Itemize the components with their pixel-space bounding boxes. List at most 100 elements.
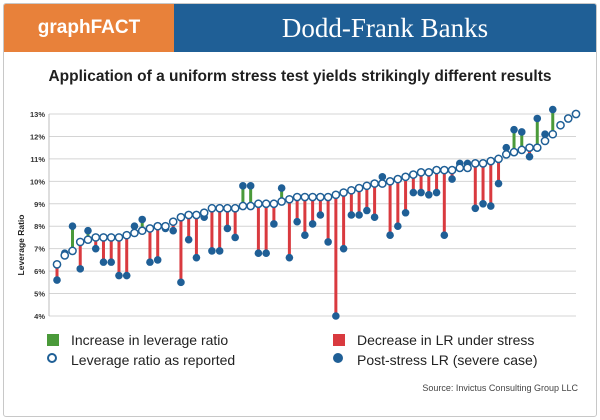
reported-point (130, 228, 139, 238)
post-stress-point (223, 224, 232, 233)
post-stress-point (91, 244, 100, 253)
reported-point (439, 165, 449, 175)
reported-point (161, 221, 170, 231)
post-stress-point (541, 130, 549, 138)
post-stress-point (130, 222, 139, 231)
post-stress-point (184, 235, 193, 244)
reported-point (385, 176, 395, 186)
y-tick-label: 5% (34, 290, 45, 299)
post-stress-point (425, 191, 433, 199)
post-stress-point (270, 220, 278, 228)
post-stress-point (177, 278, 185, 287)
reported-point (137, 226, 147, 236)
post-stress-point (285, 253, 294, 262)
legend-reported-label: Leverage ratio as reported (71, 352, 236, 368)
reported-point (416, 168, 426, 177)
post-stress-point (479, 199, 487, 208)
post-stress-point (246, 182, 255, 190)
reported-point (269, 199, 279, 209)
post-stress-point (332, 312, 340, 320)
y-axis-label: Leverage Ratio (16, 215, 26, 276)
post-stress-point (277, 184, 286, 192)
post-stress-point (99, 258, 108, 266)
reported-point (370, 179, 379, 188)
legend-increase-label: Increase in leverage ratio (71, 332, 229, 348)
post-stress-point (146, 258, 154, 266)
post-stress-point (378, 173, 387, 181)
reported-point (60, 251, 70, 260)
reported-point (478, 159, 488, 168)
banner-title: Dodd-Frank Banks (174, 4, 596, 52)
post-stress-point (231, 233, 239, 242)
reported-point (486, 156, 496, 166)
post-stress-point (169, 226, 177, 235)
reported-swatch (47, 353, 57, 363)
legend-post-stress-label: Post-stress LR (severe case) (357, 352, 538, 368)
reported-point (75, 237, 85, 247)
reported-point (308, 192, 317, 202)
reported-point (432, 165, 441, 175)
y-tick-label: 13% (30, 110, 45, 119)
data-points (52, 105, 581, 320)
reported-point (122, 230, 132, 240)
reported-point (339, 188, 348, 197)
change-bars (55, 109, 555, 316)
reported-point (424, 168, 434, 177)
reported-point (571, 109, 581, 119)
y-tick-label: 11% (30, 155, 45, 164)
reported-point (261, 199, 271, 209)
reported-point (52, 260, 62, 269)
post-stress-point (107, 258, 116, 266)
post-stress-point (239, 182, 247, 190)
reported-point (246, 201, 256, 211)
y-tick-label: 12% (30, 132, 45, 141)
reported-point (563, 114, 573, 123)
reported-point (215, 203, 225, 213)
y-tick-label: 7% (34, 245, 45, 254)
reported-point (68, 246, 77, 256)
reported-point (447, 165, 457, 175)
source-note: Source: Invictus Consulting Group LLC (422, 383, 578, 393)
post-stress-point (339, 244, 348, 253)
post-stress-point (192, 253, 201, 262)
post-stress-point (84, 226, 92, 235)
y-tick-label: 10% (30, 177, 45, 186)
post-stress-point (324, 238, 332, 246)
post-stress-point (138, 215, 147, 224)
post-stress-point (76, 265, 85, 273)
post-stress-point (517, 128, 526, 136)
reported-point (377, 179, 387, 188)
reported-point (91, 233, 101, 242)
reported-point (323, 192, 333, 202)
post-stress-point (533, 114, 542, 123)
reported-point (114, 233, 124, 242)
post-stress-point (548, 105, 557, 114)
post-stress-point (153, 256, 162, 264)
reported-point (347, 185, 356, 195)
post-stress-point (440, 231, 449, 239)
reported-point (463, 163, 472, 173)
reported-point (207, 203, 217, 213)
reported-point (99, 233, 108, 242)
post-stress-point (448, 175, 456, 183)
reported-point (277, 197, 286, 206)
reported-point (556, 120, 565, 130)
post-stress-point (122, 271, 131, 280)
post-stress-point (254, 249, 263, 257)
reported-point (316, 192, 325, 202)
reported-point (300, 192, 310, 202)
post-stress-point (293, 217, 301, 226)
reported-point (254, 199, 263, 209)
post-stress-point (502, 143, 511, 152)
reported-point (153, 221, 163, 231)
reported-point (362, 181, 372, 191)
reported-point (331, 190, 341, 200)
reported-point (199, 208, 209, 218)
post-stress-point (53, 276, 61, 284)
reported-point (285, 194, 294, 204)
legend-decrease-label: Decrease in LR under stress (357, 332, 535, 348)
y-tick-label: 9% (34, 200, 45, 209)
reported-point (292, 192, 302, 202)
chart-subtitle: Application of a uniform stress test yie… (48, 68, 552, 85)
